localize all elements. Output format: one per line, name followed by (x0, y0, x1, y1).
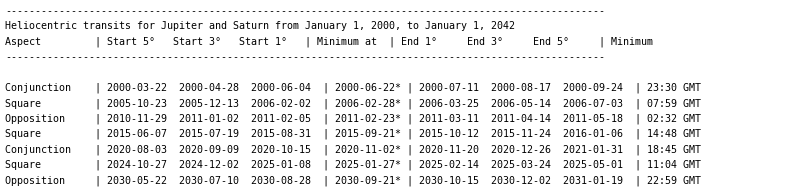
Text: Square         | 2015-06-07  2015-07-19  2015-08-31  | 2015-09-21* | 2015-10-12 : Square | 2015-06-07 2015-07-19 2015-08-3… (5, 129, 701, 139)
Text: Opposition     | 2030-05-22  2030-07-10  2030-08-28  | 2030-09-21* | 2030-10-15 : Opposition | 2030-05-22 2030-07-10 2030-… (5, 175, 701, 186)
Text: --------------------------------------------------------------------------------: ----------------------------------------… (5, 52, 605, 62)
Text: Square         | 2024-10-27  2024-12-02  2025-01-08  | 2025-01-27* | 2025-02-14 : Square | 2024-10-27 2024-12-02 2025-01-0… (5, 160, 701, 170)
Text: Aspect         | Start 5°   Start 3°   Start 1°   | Minimum at  | End 1°     End: Aspect | Start 5° Start 3° Start 1° | Mi… (5, 36, 653, 47)
Text: Square         | 2005-10-23  2005-12-13  2006-02-02  | 2006-02-28* | 2006-03-25 : Square | 2005-10-23 2005-12-13 2006-02-0… (5, 98, 701, 109)
Text: Opposition     | 2010-11-29  2011-01-02  2011-02-05  | 2011-02-23* | 2011-03-11 : Opposition | 2010-11-29 2011-01-02 2011-… (5, 114, 701, 124)
Text: --------------------------------------------------------------------------------: ----------------------------------------… (5, 6, 605, 16)
Text: Conjunction    | 2000-03-22  2000-04-28  2000-06-04  | 2000-06-22* | 2000-07-11 : Conjunction | 2000-03-22 2000-04-28 2000… (5, 83, 701, 93)
Text: Heliocentric transits for Jupiter and Saturn from January 1, 2000, to January 1,: Heliocentric transits for Jupiter and Sa… (5, 21, 515, 31)
Text: Conjunction    | 2020-08-03  2020-09-09  2020-10-15  | 2020-11-02* | 2020-11-20 : Conjunction | 2020-08-03 2020-09-09 2020… (5, 144, 701, 155)
